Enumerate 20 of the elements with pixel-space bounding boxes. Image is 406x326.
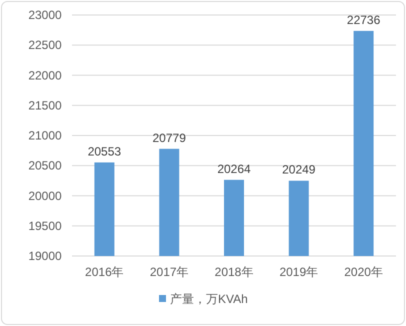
legend-label: 产量，万KVAh [170, 292, 248, 306]
x-tick-label: 2016年 [85, 265, 124, 279]
y-tick-label: 19500 [28, 218, 62, 233]
x-tick-label: 2017年 [150, 265, 189, 279]
y-tick-label: 19000 [28, 249, 62, 263]
y-tick-label: 20500 [28, 158, 62, 173]
x-tick-label: 2019年 [279, 265, 318, 279]
data-label: 20264 [217, 162, 252, 176]
y-tick-label: 21500 [28, 98, 62, 112]
data-label: 20553 [88, 144, 122, 158]
data-label: 20779 [152, 130, 186, 145]
y-tick-label: 23000 [28, 8, 62, 22]
x-tick-label: 2020年 [344, 265, 383, 279]
y-tick-label: 22500 [28, 38, 62, 52]
data-label: 20249 [282, 162, 316, 177]
y-tick-label: 21000 [28, 128, 62, 142]
y-tick-label: 20000 [28, 188, 62, 203]
data-label: 22736 [346, 12, 381, 27]
x-tick-label: 2018年 [214, 265, 254, 279]
y-tick-label: 22000 [28, 68, 62, 82]
